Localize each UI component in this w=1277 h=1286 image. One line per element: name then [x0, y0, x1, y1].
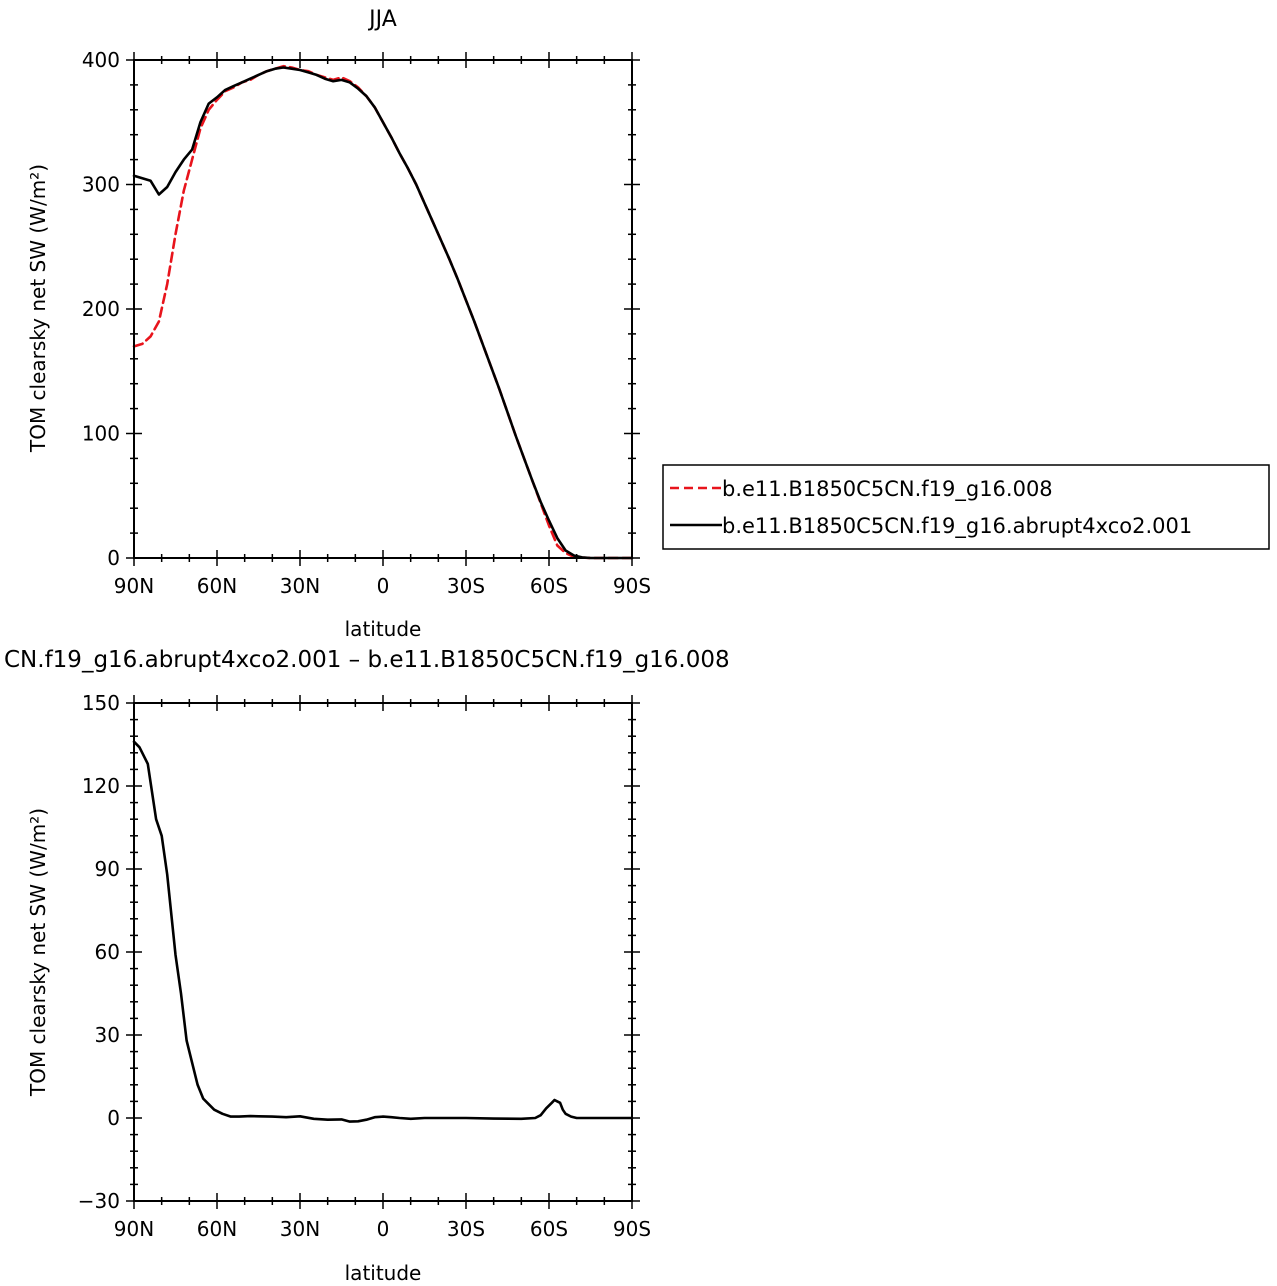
- bottom-chart-ylabel: TOM clearsky net SW (W/m²): [26, 808, 50, 1097]
- bottom-chart-xlabel: latitude: [345, 1261, 422, 1285]
- x-tick-label: 60N: [197, 1217, 237, 1241]
- bottom-plot-area: 90N 60N 30N 0 30S 60S 90S −30 0 30 60 90 120 150: [78, 691, 651, 1241]
- plot-frame: [133, 702, 633, 1202]
- x-tick-label: 30N: [280, 574, 320, 598]
- y-tick-label: −30: [78, 1189, 120, 1213]
- x-tick-label: 30S: [447, 1217, 485, 1241]
- top-chart-xlabel: latitude: [345, 617, 422, 641]
- top-chart: JJA 90N 60N 30N 0 30S 60S 90S 0 100 200 300 400 lat…: [26, 7, 651, 641]
- x-tick-label: 90N: [114, 574, 154, 598]
- y-tick-label: 30: [95, 1023, 120, 1047]
- series-line-1-2: [132, 66, 634, 560]
- y-tick-label: 0: [107, 1106, 120, 1130]
- x-tick-label: 30N: [280, 1217, 320, 1241]
- legend: b.e11.B1850C5CN.f19_g16.008 b.e11.B1850C…: [662, 464, 1270, 550]
- bottom-chart-title: CN.f19_g16.abrupt4xco2.001 – b.e11.B1850…: [4, 647, 730, 673]
- top-plot-area: 90N 60N 30N 0 30S 60S 90S 0 100 200 300 400: [82, 48, 651, 598]
- y-tick-label: 90: [95, 857, 120, 881]
- x-tick-label: 60S: [530, 574, 568, 598]
- y-tick-label: 120: [82, 774, 120, 798]
- y-tick-label: 300: [82, 173, 120, 197]
- legend-box: [662, 464, 1270, 550]
- y-tick-label: 100: [82, 422, 120, 446]
- x-tick-label: 30S: [447, 574, 485, 598]
- x-tick-label: 90N: [114, 1217, 154, 1241]
- bottom-chart: CN.f19_g16.abrupt4xco2.001 – b.e11.B1850…: [4, 647, 730, 1285]
- x-tick-label: 90S: [613, 1217, 651, 1241]
- x-tick-label: 0: [377, 1217, 390, 1241]
- top-chart-title: JJA: [367, 7, 397, 32]
- y-tick-label: 200: [82, 297, 120, 321]
- legend-entry-series-1: b.e11.B1850C5CN.f19_g16.008: [722, 477, 1053, 502]
- y-tick-label: 0: [107, 546, 120, 570]
- y-tick-label: 150: [82, 691, 120, 715]
- top-chart-ylabel: TOM clearsky net SW (W/m²): [26, 164, 50, 453]
- x-tick-label: 0: [377, 574, 390, 598]
- plot-frame: [133, 59, 633, 559]
- series-line-1-1: [132, 64, 634, 560]
- y-tick-label: 60: [95, 940, 120, 964]
- legend-entry-series-2: b.e11.B1850C5CN.f19_g16.abrupt4xco2.001: [722, 514, 1192, 539]
- x-tick-label: 60S: [530, 1217, 568, 1241]
- y-tick-label: 400: [82, 48, 120, 72]
- series-line-2-1: [132, 740, 634, 1123]
- x-tick-label: 60N: [197, 574, 237, 598]
- x-tick-label: 90S: [613, 574, 651, 598]
